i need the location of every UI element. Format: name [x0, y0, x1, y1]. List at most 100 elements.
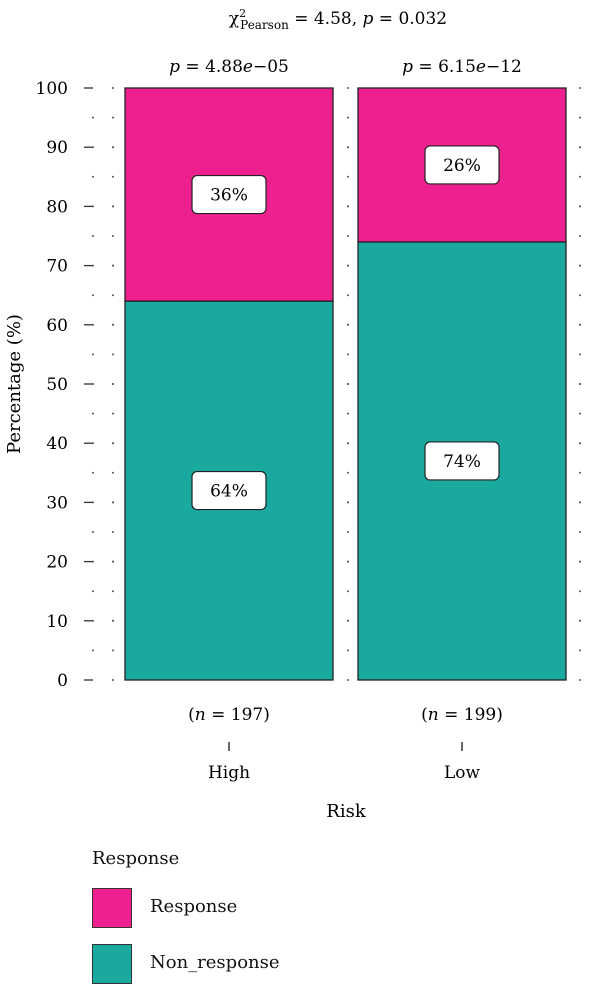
- grid-dot: [92, 353, 94, 356]
- grid-dot: [112, 471, 114, 474]
- y-tick-label: 60: [46, 316, 68, 336]
- grid-dot: [112, 294, 114, 297]
- grid-dot: [579, 442, 581, 445]
- grid-dot: [92, 146, 94, 149]
- y-tick-label: 20: [46, 553, 68, 573]
- grid-dot: [579, 264, 581, 267]
- grid-dot: [347, 442, 349, 445]
- grid-dot: [579, 294, 581, 297]
- chart-title: χ2 Pearson = 4.58, p = 0.032: [229, 7, 447, 32]
- grid-dot: [347, 116, 349, 119]
- grid-dot: [112, 353, 114, 356]
- grid-dot: [347, 501, 349, 504]
- category-count: (n = 197): [188, 705, 270, 725]
- grid-dot: [579, 353, 581, 356]
- grid-dot: [112, 87, 114, 89]
- grid-dot: [347, 560, 349, 563]
- grid-dot: [347, 619, 349, 622]
- grid-dot: [92, 619, 94, 622]
- grid-dot: [92, 175, 94, 178]
- y-tick-label: 50: [46, 375, 68, 395]
- grid-dot: [92, 531, 94, 533]
- grid-dot: [92, 442, 94, 445]
- grid-dot: [92, 235, 94, 237]
- grid-dot: [92, 501, 94, 504]
- grid-dot: [579, 471, 581, 474]
- data-label-box: [191, 174, 267, 215]
- y-tick-label: 100: [36, 79, 68, 99]
- grid-dot: [347, 205, 349, 208]
- grid-dot: [347, 590, 349, 593]
- x-axis-title: Risk: [326, 801, 367, 822]
- grid-dot: [347, 87, 349, 89]
- grid-dot: [112, 619, 114, 622]
- grid-dot: [579, 412, 581, 415]
- grid-dot: [112, 175, 114, 178]
- grid-dot: [112, 264, 114, 267]
- legend-label-response: Response: [150, 896, 238, 917]
- grid-dot: [579, 619, 581, 622]
- grid-dot: [347, 235, 349, 237]
- grid-dot: [347, 471, 349, 474]
- legend-swatch-non-response: [92, 944, 132, 984]
- grid-dot: [579, 116, 581, 119]
- legend-swatch-response: [92, 888, 132, 928]
- x-tick-label: Low: [444, 763, 481, 783]
- data-label: 74%: [443, 452, 481, 472]
- grid-dot: [92, 264, 94, 267]
- grid-dot: [112, 205, 114, 208]
- grid-dot: [92, 649, 94, 652]
- y-tick-label: 70: [46, 257, 68, 277]
- y-tick-label: 40: [46, 434, 68, 454]
- grid-dot: [579, 146, 581, 149]
- grid-dot: [112, 442, 114, 445]
- grid-dot: [579, 175, 581, 178]
- stacked-bar-chart: χ2 Pearson = 4.58, p = 0.032 0 10 20 30 40 50 60…: [4, 7, 581, 822]
- legend-label-non-response: Non_response: [150, 952, 280, 973]
- y-tick-label: 30: [46, 493, 68, 513]
- grid-dot: [347, 679, 349, 681]
- grid-dot: [579, 235, 581, 237]
- legend-title: Response: [92, 848, 180, 869]
- grid-dot: [579, 649, 581, 652]
- y-tick-label: 10: [46, 612, 68, 632]
- grid-dot: [579, 383, 581, 385]
- grid-dot: [92, 560, 94, 563]
- data-label: 64%: [210, 482, 248, 502]
- grid-dot: [347, 294, 349, 297]
- grid-dot: [92, 383, 94, 385]
- grid-dot: [347, 383, 349, 385]
- x-tick-label: High: [208, 763, 250, 783]
- data-label: 36%: [210, 186, 248, 206]
- category-pvalue: p = 4.88e−05: [169, 57, 289, 77]
- data-label-box: [191, 470, 267, 511]
- grid-dot: [92, 116, 94, 119]
- grid-dot: [112, 116, 114, 119]
- grid-dot: [347, 175, 349, 178]
- y-tick-label: 90: [46, 138, 68, 158]
- y-axis-title: Percentage (%): [4, 314, 25, 454]
- grid-dot: [579, 205, 581, 208]
- grid-dot: [347, 264, 349, 267]
- grid-dot: [92, 205, 94, 208]
- grid-dot: [579, 501, 581, 504]
- grid-dot: [347, 412, 349, 415]
- y-tick-label: 0: [57, 671, 68, 691]
- grid-dot: [347, 146, 349, 149]
- grid-dot: [92, 294, 94, 297]
- grid-dot: [92, 471, 94, 474]
- category-count: (n = 199): [421, 705, 503, 725]
- grid-dot: [92, 590, 94, 593]
- grid-dot: [579, 590, 581, 593]
- grid-dot: [347, 531, 349, 533]
- grid-dot: [347, 353, 349, 356]
- grid-dot: [579, 87, 581, 89]
- grid-dot: [112, 649, 114, 652]
- grid-dot: [112, 146, 114, 149]
- grid-dot: [579, 560, 581, 563]
- grid-dot: [112, 323, 114, 326]
- grid-dot: [112, 235, 114, 237]
- category-pvalue: p = 6.15e−12: [402, 57, 522, 77]
- grid-dot: [112, 412, 114, 415]
- data-label: 26%: [443, 156, 481, 176]
